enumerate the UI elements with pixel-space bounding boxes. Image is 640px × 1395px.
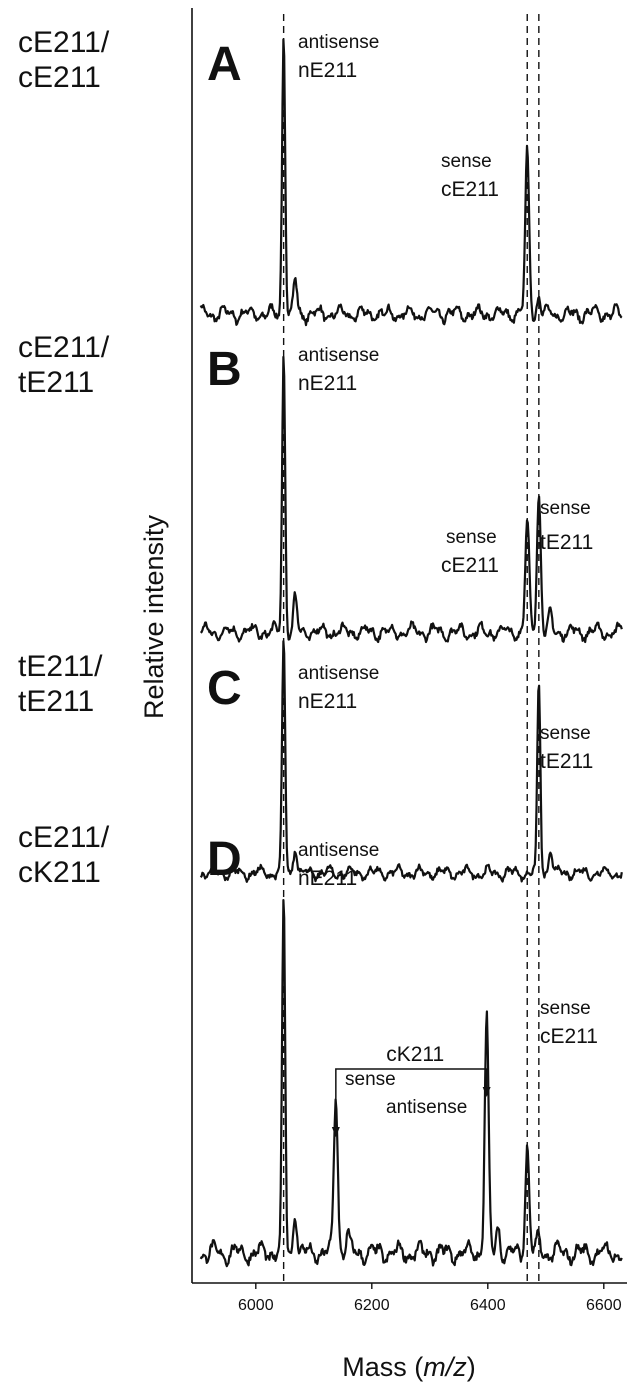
spectrum-trace-b: [199, 355, 623, 644]
x-axis-title-prefix: Mass (: [342, 1352, 423, 1382]
sample-label-c-line-1: tE211/: [18, 650, 103, 683]
peak-label-c-1-line-2: nE211: [298, 690, 357, 713]
sample-label-b-line-2: tE211: [18, 366, 94, 399]
bracket-arrow-right: [482, 1087, 491, 1097]
peak-label-b-3-line-1: sense: [540, 498, 591, 519]
peak-label-c-1-line-1: antisense: [298, 663, 379, 684]
panel-letter-c: C: [207, 662, 242, 715]
spectrum-trace-a: [199, 38, 623, 327]
x-ticks: 6000 6200 6400 6600: [238, 1283, 622, 1314]
peak-label-d-1-line-2: nE211: [298, 867, 357, 890]
x-tick-label-6200: 6200: [354, 1297, 390, 1314]
peak-label-d-2-line-1: sense: [345, 1069, 396, 1090]
reference-lines: [282, 14, 540, 1283]
panel-letter-d: D: [207, 833, 242, 886]
peak-label-b-1-line-1: antisense: [298, 345, 379, 366]
peak-label-b-3-line-2: tE211: [540, 531, 593, 554]
peak-label-b-2-line-2: cE211: [441, 554, 499, 577]
bracket-label: cK211: [386, 1043, 444, 1066]
panel-letter-b: B: [207, 343, 242, 396]
sample-label-d-line-1: cE211/: [18, 821, 110, 854]
sample-label-b-line-1: cE211/: [18, 331, 110, 364]
peak-label-c-2-line-1: sense: [540, 723, 591, 744]
x-axis-title-suffix: ): [467, 1352, 476, 1382]
peak-label-d-4-line-2: cE211: [540, 1025, 598, 1048]
peak-label-a-1-line-2: nE211: [298, 59, 357, 82]
x-tick-label-6000: 6000: [238, 1297, 274, 1314]
peak-label-a-2-line-1: sense: [441, 151, 492, 172]
panel-letter-a: A: [207, 38, 242, 91]
x-tick-label-6600: 6600: [586, 1297, 622, 1314]
x-axis-title-italic: m/z: [423, 1352, 467, 1382]
peak-label-d-3-line-1: antisense: [386, 1097, 467, 1118]
ck211-bracket: [331, 1068, 491, 1137]
sample-label-c-line-2: tE211: [18, 685, 94, 718]
x-tick-label-6400: 6400: [470, 1297, 506, 1314]
y-axis-title: Relative intensity: [139, 514, 169, 719]
peak-label-a-2-line-2: cE211: [441, 178, 499, 201]
peak-label-d-4-line-1: sense: [540, 998, 591, 1019]
sample-label-d-line-2: cK211: [18, 856, 101, 889]
x-axis-title: Mass (m/z): [342, 1352, 476, 1382]
peak-label-c-2-line-2: tE211: [540, 750, 593, 773]
sample-label-a-line-1: cE211/: [18, 26, 110, 59]
spectrum-traces: [199, 38, 623, 1268]
bracket-arrow-left: [331, 1127, 340, 1137]
bracket-line: [335, 1068, 488, 1135]
spectrum-trace-d: [199, 899, 623, 1268]
sample-label-a-line-2: cE211: [18, 61, 101, 94]
peak-label-b-1-line-2: nE211: [298, 372, 357, 395]
peak-label-b-2-line-1: sense: [446, 527, 497, 548]
peak-label-d-1-line-1: antisense: [298, 840, 379, 861]
spectrum-trace-c: [199, 640, 623, 883]
peak-label-a-1-line-1: antisense: [298, 32, 379, 53]
axes: [191, 8, 627, 1284]
